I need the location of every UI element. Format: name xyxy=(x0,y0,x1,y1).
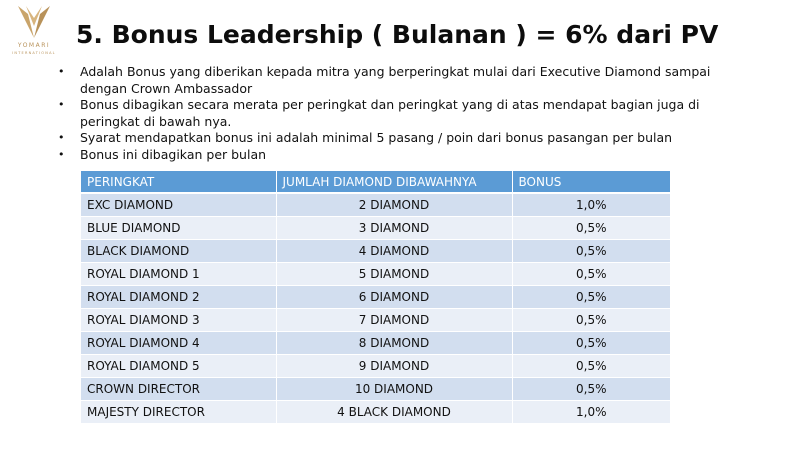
diamond-count-cell: 9 DIAMOND xyxy=(276,354,513,378)
table-row: EXC DIAMOND 2 DIAMOND 1,0% xyxy=(81,193,670,217)
bullet-item: Bonus dibagikan secara merata per pering… xyxy=(52,97,752,130)
slide-title: 5. Bonus Leadership ( Bulanan ) = 6% dar… xyxy=(76,20,719,49)
bonus-cell: 0,5% xyxy=(512,354,670,378)
header-bonus: BONUS xyxy=(512,171,670,194)
header-jumlah-diamond: JUMLAH DIAMOND DIBAWAHNYA xyxy=(276,171,513,194)
bullet-item: Syarat mendapatkan bonus ini adalah mini… xyxy=(52,130,752,147)
diamond-count-cell: 4 BLACK DIAMOND xyxy=(276,400,513,424)
diamond-count-cell: 2 DIAMOND xyxy=(276,193,513,217)
logo-wordmark: YOMARI xyxy=(17,42,51,49)
rank-cell: ROYAL DIAMOND 2 xyxy=(81,285,277,309)
table-row: BLUE DIAMOND 3 DIAMOND 0,5% xyxy=(81,216,670,240)
rank-cell: EXC DIAMOND xyxy=(81,193,277,217)
diamond-count-cell: 3 DIAMOND xyxy=(276,216,513,240)
diamond-count-cell: 7 DIAMOND xyxy=(276,308,513,332)
bonus-cell: 0,5% xyxy=(512,308,670,332)
rank-cell: ROYAL DIAMOND 1 xyxy=(81,262,277,286)
bonus-cell: 0,5% xyxy=(512,331,670,355)
rank-cell: CROWN DIRECTOR xyxy=(81,377,277,401)
table-row: BLACK DIAMOND 4 DIAMOND 0,5% xyxy=(81,239,670,263)
table-body: EXC DIAMOND 2 DIAMOND 1,0% BLUE DIAMOND 3 DI… xyxy=(81,193,670,424)
bullet-list: Adalah Bonus yang diberikan kepada mitra… xyxy=(52,64,752,163)
diamond-count-cell: 4 DIAMOND xyxy=(276,239,513,263)
header-peringkat: PERINGKAT xyxy=(81,171,277,194)
rank-cell: BLACK DIAMOND xyxy=(81,239,277,263)
rank-cell: MAJESTY DIRECTOR xyxy=(81,400,277,424)
bonus-cell: 0,5% xyxy=(512,285,670,309)
bonus-cell: 0,5% xyxy=(512,216,670,240)
bonus-cell: 1,0% xyxy=(512,400,670,424)
diamond-count-cell: 6 DIAMOND xyxy=(276,285,513,309)
rank-cell: ROYAL DIAMOND 5 xyxy=(81,354,277,378)
rank-cell: ROYAL DIAMOND 4 xyxy=(81,331,277,355)
diamond-count-cell: 5 DIAMOND xyxy=(276,262,513,286)
company-logo: YOMARI INTERNATIONAL xyxy=(6,4,62,60)
bonus-cell: 0,5% xyxy=(512,377,670,401)
diamond-count-cell: 8 DIAMOND xyxy=(276,331,513,355)
yomari-logo-icon xyxy=(18,6,50,38)
rank-cell: ROYAL DIAMOND 3 xyxy=(81,308,277,332)
diamond-count-cell: 10 DIAMOND xyxy=(276,377,513,401)
bonus-cell: 0,5% xyxy=(512,262,670,286)
bullet-item: Adalah Bonus yang diberikan kepada mitra… xyxy=(52,64,752,97)
table-row: MAJESTY DIRECTOR 4 BLACK DIAMOND 1,0% xyxy=(81,400,670,424)
bullet-item: Bonus ini dibagikan per bulan xyxy=(52,147,752,164)
table-row: CROWN DIRECTOR 10 DIAMOND 0,5% xyxy=(81,377,670,401)
table-header-row: PERINGKAT JUMLAH DIAMOND DIBAWAHNYA BONU… xyxy=(81,171,670,194)
logo-subtext: INTERNATIONAL xyxy=(12,51,56,55)
bonus-cell: 1,0% xyxy=(512,193,670,217)
rank-cell: BLUE DIAMOND xyxy=(81,216,277,240)
bonus-cell: 0,5% xyxy=(512,239,670,263)
bonus-table: PERINGKAT JUMLAH DIAMOND DIBAWAHNYA BONU… xyxy=(81,171,670,424)
